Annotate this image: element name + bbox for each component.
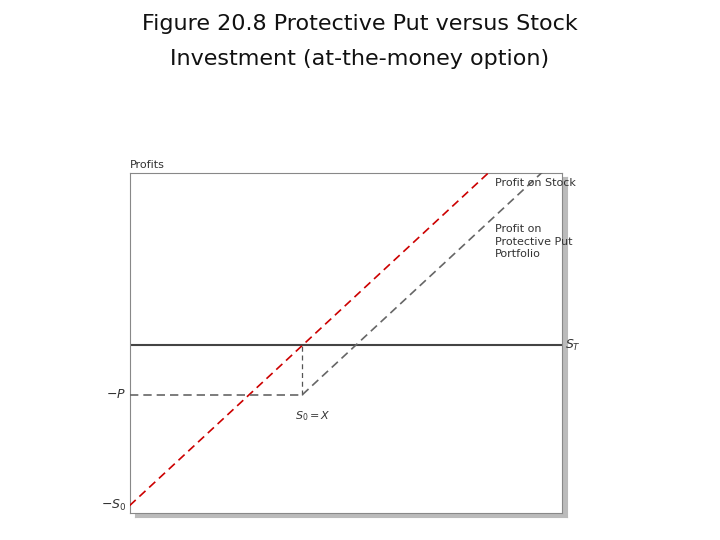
Text: Profit on
Protective Put
Portfolio: Profit on Protective Put Portfolio [495,225,572,259]
Text: $-S_0$: $-S_0$ [101,498,126,513]
Text: $S_0 = X$: $S_0 = X$ [295,409,331,423]
Text: Investment (at-the-money option): Investment (at-the-money option) [171,49,549,69]
Text: $-P$: $-P$ [106,388,126,401]
Text: Profit on Stock: Profit on Stock [495,178,575,188]
Text: Profits: Profits [130,160,164,170]
Text: Figure 20.8 Protective Put versus Stock: Figure 20.8 Protective Put versus Stock [142,14,578,33]
Text: $S_T$: $S_T$ [565,338,581,353]
